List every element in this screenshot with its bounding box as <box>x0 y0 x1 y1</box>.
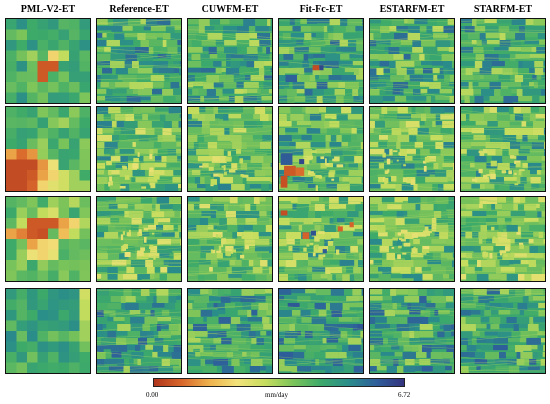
map-tile-reference-et-row-2 <box>96 106 182 192</box>
map-tile-reference-et-row-1 <box>96 18 182 104</box>
map-tile-image <box>97 107 181 191</box>
map-tile-reference-et-row-3 <box>96 196 182 282</box>
map-tile-image <box>188 107 272 191</box>
colorbar-max-label: 6.72 <box>398 391 411 399</box>
map-tile-image <box>370 289 454 373</box>
map-tile-image <box>370 197 454 281</box>
column-header-estarfm-et: ESTARFM-ET <box>379 4 445 15</box>
map-tile-cuwfm-et-row-4 <box>187 288 273 374</box>
map-tile-image <box>188 197 272 281</box>
map-tile-estarfm-et-row-2 <box>369 106 455 192</box>
map-tile-pml-v2-et-row-4 <box>5 288 91 374</box>
map-tile-image <box>97 19 181 103</box>
map-tile-starfm-et-row-4 <box>460 288 546 374</box>
map-tile-starfm-et-row-3 <box>460 196 546 282</box>
colorbar <box>153 378 405 387</box>
map-tile-pml-v2-et-row-3 <box>5 196 91 282</box>
map-tile-estarfm-et-row-1 <box>369 18 455 104</box>
column-header-starfm-et: STARFM-ET <box>473 4 533 15</box>
column-header-pml-v2-et: PML-V2-ET <box>20 4 76 15</box>
map-tile-image <box>370 19 454 103</box>
map-tile-image <box>6 197 90 281</box>
map-tile-cuwfm-et-row-2 <box>187 106 273 192</box>
column-header-cuwfm-et: CUWFM-ET <box>201 4 259 15</box>
map-tile-image <box>279 19 363 103</box>
map-tile-estarfm-et-row-3 <box>369 196 455 282</box>
map-tile-image <box>279 107 363 191</box>
map-tile-image <box>97 197 181 281</box>
map-tile-image <box>188 289 272 373</box>
map-tile-image <box>6 107 90 191</box>
map-tile-pml-v2-et-row-2 <box>5 106 91 192</box>
map-tile-fit-fc-et-row-2 <box>278 106 364 192</box>
colorbar-unit-label: mm/day <box>265 391 288 399</box>
map-tile-image <box>188 19 272 103</box>
map-tile-image <box>6 19 90 103</box>
map-tile-reference-et-row-4 <box>96 288 182 374</box>
map-tile-estarfm-et-row-4 <box>369 288 455 374</box>
column-header-reference-et: Reference-ET <box>109 4 169 15</box>
map-tile-image <box>461 289 545 373</box>
map-tile-image <box>461 107 545 191</box>
map-tile-pml-v2-et-row-1 <box>5 18 91 104</box>
map-tile-fit-fc-et-row-3 <box>278 196 364 282</box>
map-tile-cuwfm-et-row-1 <box>187 18 273 104</box>
map-tile-fit-fc-et-row-4 <box>278 288 364 374</box>
column-header-fit-fc-et: Fit-Fc-ET <box>299 4 343 15</box>
map-tile-starfm-et-row-2 <box>460 106 546 192</box>
map-tile-image <box>279 197 363 281</box>
map-tile-image <box>461 197 545 281</box>
map-tile-cuwfm-et-row-3 <box>187 196 273 282</box>
map-tile-image <box>6 289 90 373</box>
map-tile-image <box>461 19 545 103</box>
map-tile-image <box>97 289 181 373</box>
map-tile-fit-fc-et-row-1 <box>278 18 364 104</box>
map-tile-image <box>279 289 363 373</box>
colorbar-min-label: 0.00 <box>146 391 159 399</box>
map-tile-starfm-et-row-1 <box>460 18 546 104</box>
map-tile-image <box>370 107 454 191</box>
